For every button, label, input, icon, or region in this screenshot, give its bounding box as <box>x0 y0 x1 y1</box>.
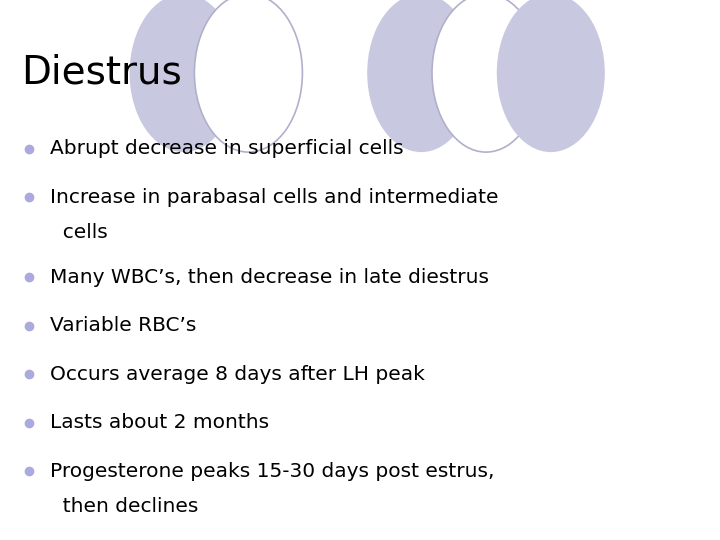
Text: Progesterone peaks 15-30 days post estrus,: Progesterone peaks 15-30 days post estru… <box>50 462 495 481</box>
Text: Abrupt decrease in superficial cells: Abrupt decrease in superficial cells <box>50 139 404 158</box>
Ellipse shape <box>130 0 238 152</box>
Ellipse shape <box>194 0 302 152</box>
Text: Many WBC’s, then decrease in late diestrus: Many WBC’s, then decrease in late diestr… <box>50 267 490 287</box>
Ellipse shape <box>497 0 605 152</box>
Text: Variable RBC’s: Variable RBC’s <box>50 316 197 335</box>
Text: Diestrus: Diestrus <box>22 54 182 92</box>
Text: Lasts about 2 months: Lasts about 2 months <box>50 413 269 433</box>
Ellipse shape <box>367 0 475 152</box>
Text: then declines: then declines <box>50 497 199 516</box>
Text: Increase in parabasal cells and intermediate: Increase in parabasal cells and intermed… <box>50 187 499 207</box>
Ellipse shape <box>432 0 540 152</box>
Text: cells: cells <box>50 222 108 241</box>
Text: Occurs average 8 days after LH peak: Occurs average 8 days after LH peak <box>50 364 426 384</box>
